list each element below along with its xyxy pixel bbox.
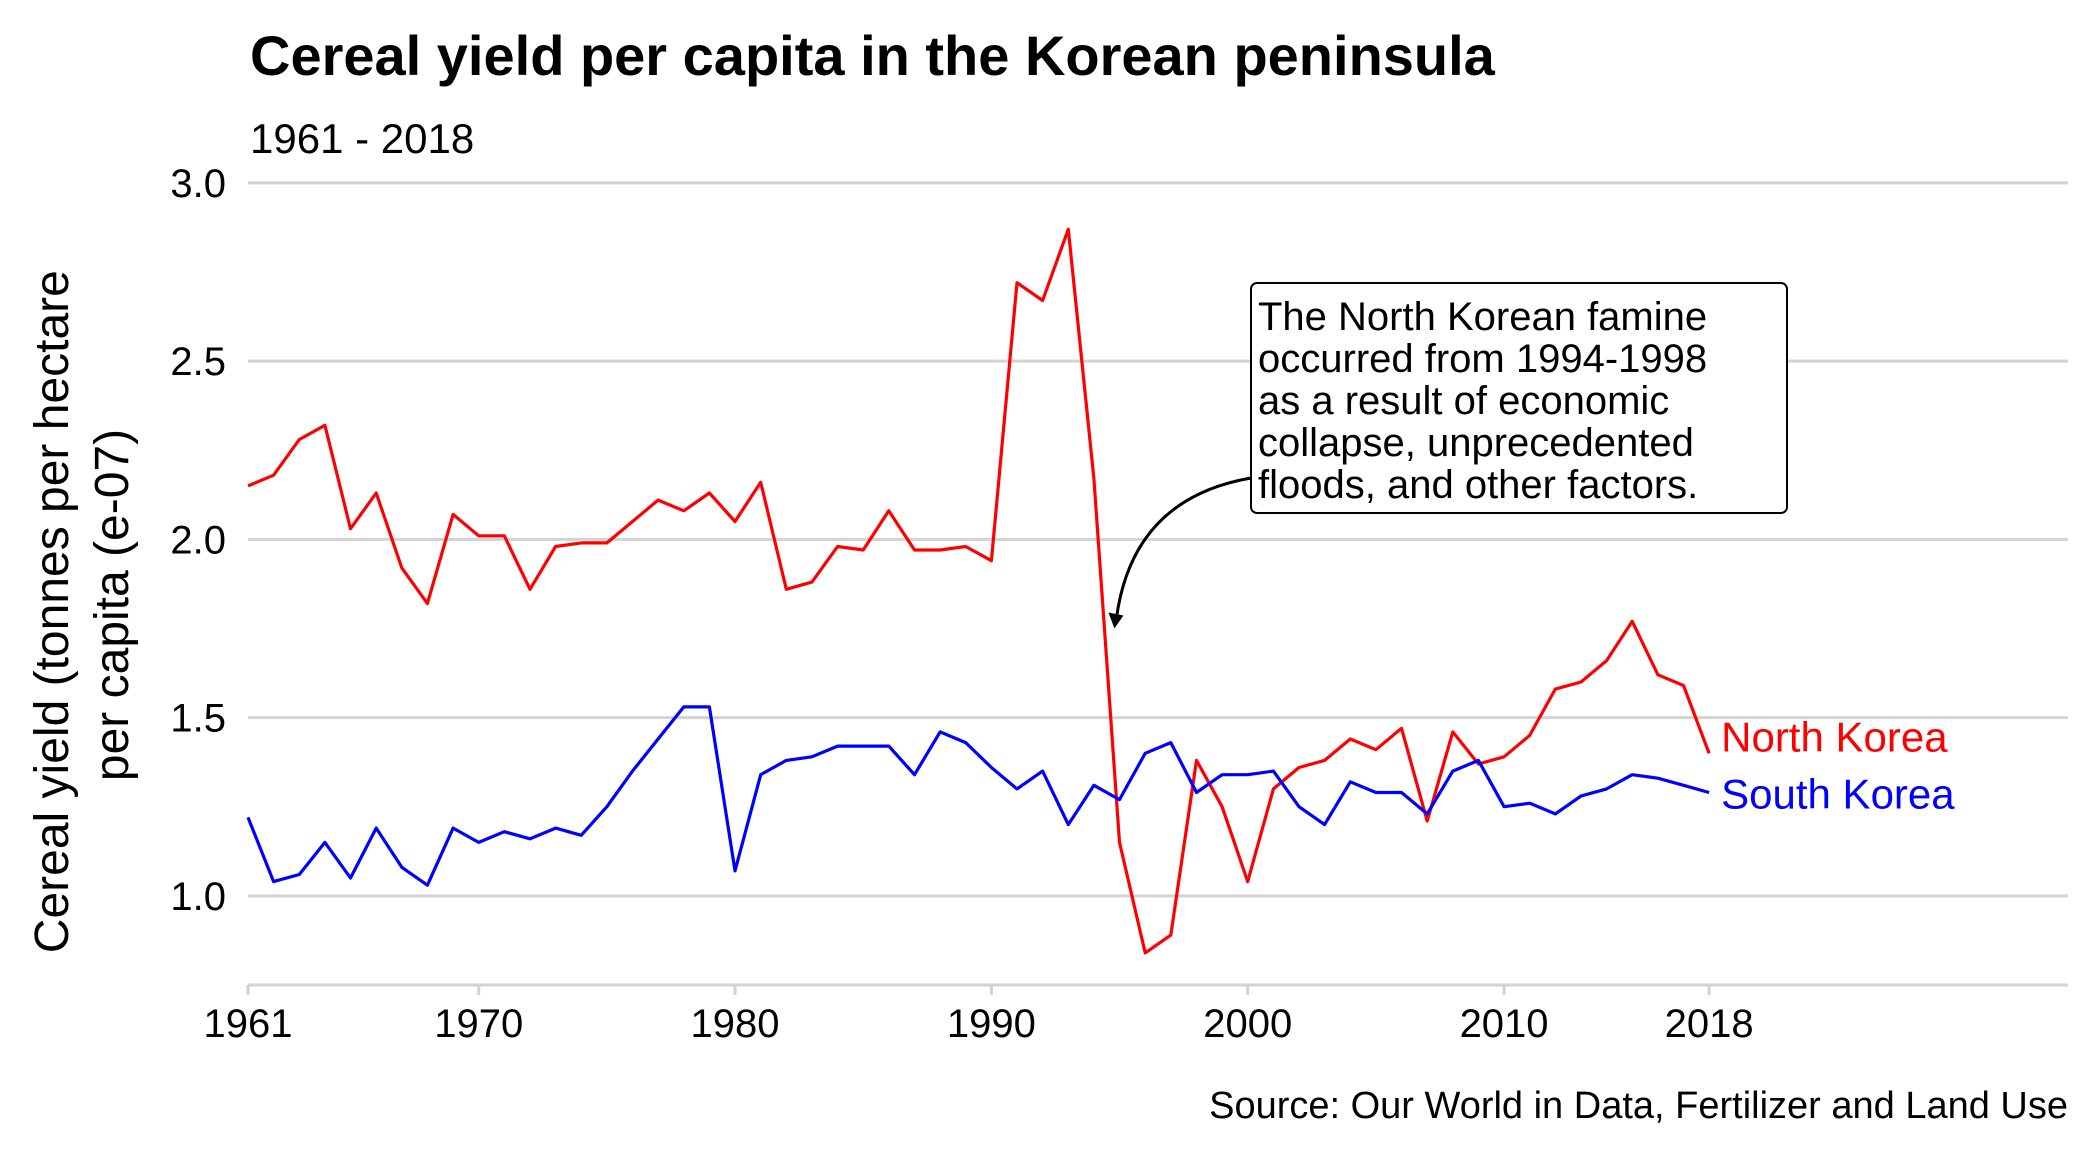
y-axis-ticks: 1.0 1.5 2.0 2.5 3.0 (170, 162, 226, 919)
y-axis-title-line-2: per capita (e-07) (86, 429, 139, 781)
annotation-line: as a result of economic (1258, 379, 1669, 423)
y-tick-label: 2.5 (170, 340, 226, 384)
y-axis-title: Cereal yield (tonnes per hectare per cap… (26, 257, 139, 953)
south-korea-line (246, 705, 1710, 887)
annotation-text: The North Korean famine occurred from 19… (1258, 295, 1718, 507)
annotation-arrow (1114, 476, 1252, 619)
x-tick-label: 2000 (1203, 1002, 1292, 1046)
chart-subtitle: 1961 - 2018 (250, 115, 474, 162)
gridlines (248, 181, 2068, 987)
x-tick-label: 1961 (204, 1002, 293, 1046)
x-tick-label: 1990 (947, 1002, 1036, 1046)
annotation-line: collapse, unprecedented (1258, 421, 1694, 465)
chart-title: Cereal yield per capita in the Korean pe… (250, 24, 1496, 87)
famine-annotation: The North Korean famine occurred from 19… (1108, 282, 1788, 629)
annotation-line: The North Korean famine (1258, 295, 1707, 339)
y-tick-label: 3.0 (170, 162, 226, 206)
y-tick-label: 1.0 (170, 875, 226, 919)
annotation-line: floods, and other factors. (1258, 463, 1698, 507)
north-korea-line (247, 227, 1711, 955)
y-tick-label: 1.5 (170, 697, 226, 741)
annotation-box (1250, 282, 1788, 514)
annotation-arrowhead (1108, 612, 1124, 629)
y-tick-label: 2.0 (170, 518, 226, 562)
x-tick-label: 2010 (1460, 1002, 1549, 1046)
annotation-line: occurred from 1994-1998 (1258, 337, 1707, 381)
x-axis-ticks: 1961 1970 1980 1990 2000 2010 2018 (204, 985, 1754, 1046)
x-tick-label: 1970 (434, 1002, 523, 1046)
x-tick-label: 1980 (691, 1002, 780, 1046)
series-labels: North Korea South Korea (1721, 713, 1955, 817)
north-korea-label: North Korea (1721, 713, 1948, 760)
source-caption: Source: Our World in Data, Fertilizer an… (1209, 1085, 2068, 1127)
south-korea-label: South Korea (1721, 770, 1955, 817)
series-lines (246, 227, 1711, 955)
y-axis-title-line-1: Cereal yield (tonnes per hectare (26, 270, 79, 953)
x-tick-label: 2018 (1665, 1002, 1754, 1046)
